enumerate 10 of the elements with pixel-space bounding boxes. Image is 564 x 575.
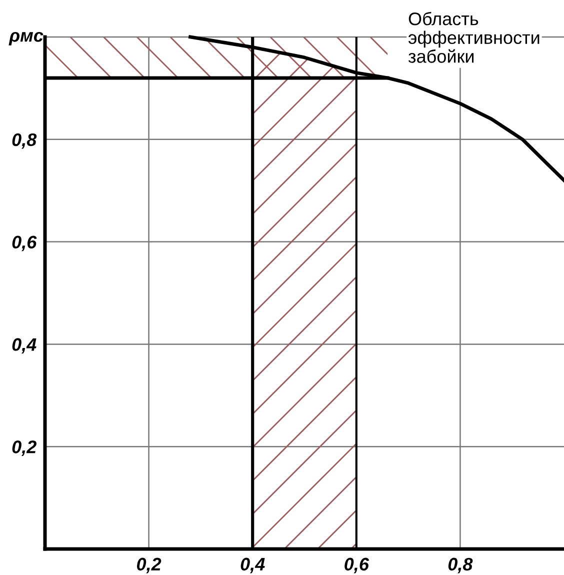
y-tick-label: 0,4 bbox=[12, 338, 36, 354]
y-tick-label: 0,8 bbox=[12, 133, 37, 149]
x-tick-label: 0,4 bbox=[240, 558, 265, 574]
x-tick-label: 0,2 bbox=[137, 558, 162, 574]
x-tick-label: 0,8 bbox=[448, 558, 473, 574]
y-tick-label: 0,6 bbox=[12, 236, 37, 252]
x-tick-label: 0,6 bbox=[344, 558, 370, 574]
y-tick-label: 0,2 bbox=[12, 440, 36, 456]
y-axis-title: ρмс bbox=[8, 32, 44, 46]
annotation: Область эффективности забойки bbox=[408, 12, 540, 63]
